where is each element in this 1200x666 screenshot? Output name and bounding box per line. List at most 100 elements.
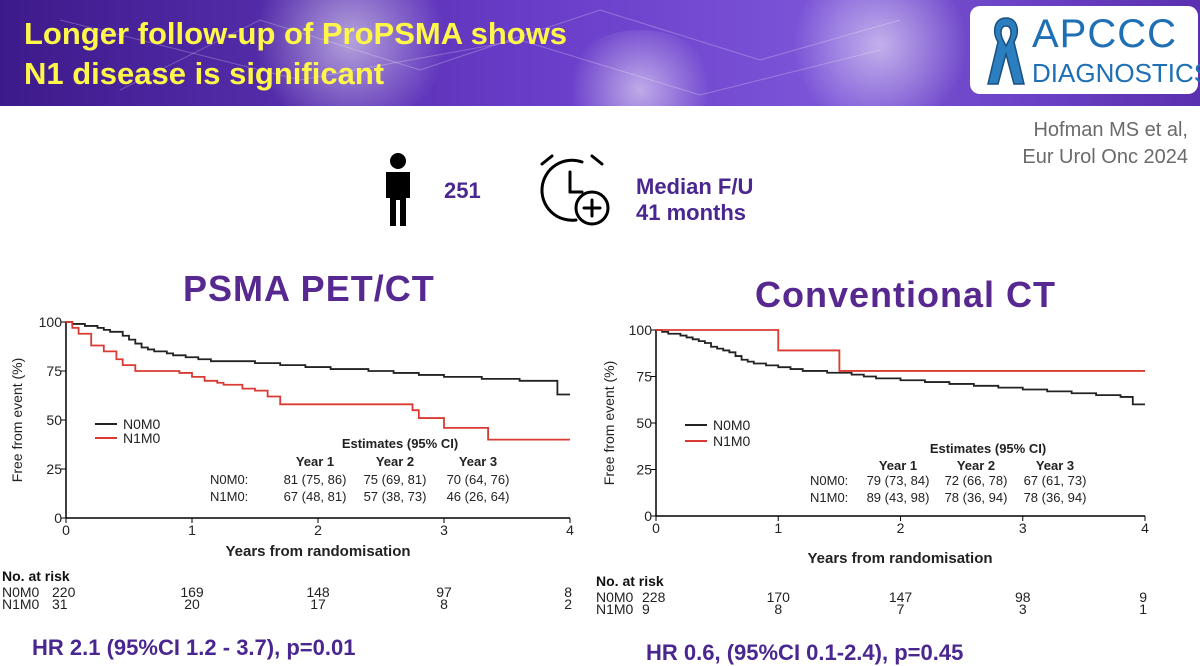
y-tick-label: 0 [54, 510, 62, 526]
estimates-value: 79 (73, 84) [867, 473, 930, 488]
estimates-header: Year 3 [459, 454, 497, 469]
km-chart-psma: 0 25 50 75 100 0 1 2 3 4 Years from randomisation F… [9, 314, 574, 560]
x-axis-label: Years from randomisation [225, 543, 410, 560]
estimates-header: Year 2 [376, 454, 414, 469]
estimates-value: 46 (26, 64) [447, 489, 510, 504]
estimates-row-label: N1M0: [810, 490, 848, 505]
risk-row-label: N0M0 [2, 584, 40, 600]
risk-value: 1 [1139, 601, 1147, 617]
x-axis-label: Years from randomisation [807, 550, 992, 567]
estimates-title: Estimates (95% CI) [342, 436, 458, 451]
alarm-clock-plus-icon [540, 154, 610, 226]
series-line-n1m0 [66, 321, 570, 441]
estimates-title: Estimates (95% CI) [930, 441, 1046, 456]
risk-row-label: N1M0 [2, 596, 40, 612]
x-tick-label: 0 [62, 522, 70, 538]
legend-label-n0m0: N0M0 [123, 416, 161, 432]
risk-table-title: No. at risk [2, 568, 70, 584]
chart-title-conventional: Conventional CT [755, 274, 1056, 315]
series-line-n0m0 [656, 329, 1145, 406]
estimates-value: 67 (61, 73) [1024, 473, 1087, 488]
series-line-n1m0 [656, 329, 1145, 372]
legend-label-n1m0: N1M0 [123, 430, 161, 446]
x-tick-label: 3 [1019, 520, 1027, 536]
legend-label-n0m0: N0M0 [713, 417, 751, 433]
risk-value: 170 [766, 589, 790, 605]
hazard-ratio-conventional: HR 0.6, (95%CI 0.1-2.4), p=0.45 [646, 640, 964, 665]
risk-value: 98 [1014, 589, 1031, 605]
estimates-value: 89 (43, 98) [867, 490, 930, 505]
x-tick-label: 0 [652, 520, 660, 536]
estimates-value: 70 (64, 76) [447, 472, 510, 487]
km-chart-conventional: 0 25 50 75 100 0 1 2 3 4 Years from randomisation F… [601, 322, 1149, 567]
logo-text-diagnostics: DIAGNOSTICS [1032, 58, 1200, 88]
risk-value: 8 [564, 584, 572, 600]
y-tick-label: 75 [636, 369, 652, 385]
median-followup: Median F/U 41 months [636, 174, 753, 226]
followup-label: Median F/U [636, 174, 754, 199]
followup-value: 41 months [636, 200, 747, 225]
banner-glow [240, 0, 460, 106]
estimates-row-label: N1M0: [210, 489, 248, 504]
risk-value: 9 [1139, 589, 1147, 605]
risk-value: 169 [180, 584, 204, 600]
risk-value: 148 [306, 584, 330, 600]
y-axis-label: Free from event (%) [9, 358, 25, 482]
title-banner: Longer follow-up of ProPSMA shows N1 dis… [0, 0, 1200, 106]
patient-count: 251 [444, 178, 481, 203]
x-tick-label: 3 [440, 522, 448, 538]
hazard-ratio-psma: HR 2.1 (95%CI 1.2 - 3.7), p=0.01 [32, 635, 356, 660]
x-tick-label: 2 [314, 522, 322, 538]
x-tick-label: 1 [774, 520, 782, 536]
banner-glow [780, 0, 980, 106]
person-icon [386, 153, 410, 226]
risk-value: 2 [564, 596, 572, 612]
citation-line-1: Hofman MS et al, [1033, 119, 1188, 141]
awareness-ribbon-icon [987, 17, 1025, 85]
risk-value: 228 [642, 589, 666, 605]
x-tick-label: 2 [897, 520, 905, 536]
apccc-logo: APCCC DIAGNOSTICS [970, 6, 1200, 94]
y-tick-label: 0 [644, 508, 652, 524]
legend-label-n1m0: N1M0 [713, 433, 751, 449]
risk-value: 97 [436, 584, 452, 600]
estimates-value: 78 (36, 94) [945, 490, 1008, 505]
risk-value: 7 [896, 601, 905, 617]
title-line-1: Longer follow-up of ProPSMA shows [24, 16, 568, 51]
risk-table-title: No. at risk [596, 573, 664, 589]
citation-line-2: Eur Urol Onc 2024 [1022, 146, 1188, 168]
risk-value: 3 [1018, 601, 1027, 617]
y-tick-label: 25 [636, 462, 652, 478]
y-tick-label: 100 [39, 314, 63, 330]
estimates-header: Year 2 [957, 458, 995, 473]
y-axis-label: Free from event (%) [601, 361, 617, 485]
y-tick-label: 75 [46, 363, 62, 379]
estimates-row-label: N0M0: [210, 472, 248, 487]
estimates-header: Year 1 [296, 454, 334, 469]
risk-value: 8 [774, 601, 783, 617]
banner-network-pattern [59, 9, 901, 96]
series-line-n0m0 [66, 321, 570, 396]
estimates-value: 78 (36, 94) [1024, 490, 1087, 505]
chart-title-psma: PSMA PET/CT [183, 268, 435, 309]
estimates-value: 81 (75, 86) [284, 472, 347, 487]
risk-value: 8 [440, 596, 448, 612]
estimates-row-label: N0M0: [810, 473, 848, 488]
risk-value: 147 [888, 589, 913, 605]
estimates-value: 75 (69, 81) [364, 472, 427, 487]
y-tick-label: 50 [46, 412, 62, 428]
x-tick-label: 4 [1141, 520, 1149, 536]
estimates-value: 57 (38, 73) [364, 489, 427, 504]
citation: Hofman MS et al, Eur Urol Onc 2024 [1022, 117, 1188, 171]
slide-title: Longer follow-up of ProPSMA shows N1 dis… [24, 14, 567, 94]
risk-row-label: N0M0 [596, 589, 634, 605]
risk-value: 31 [52, 596, 68, 612]
risk-value: 9 [642, 601, 650, 617]
y-tick-label: 50 [636, 415, 652, 431]
x-tick-label: 1 [188, 522, 196, 538]
estimates-value: 67 (48, 81) [284, 489, 347, 504]
estimates-header: Year 3 [1036, 458, 1074, 473]
estimates-header: Year 1 [879, 458, 917, 473]
y-tick-label: 100 [629, 322, 653, 338]
y-tick-label: 25 [46, 461, 62, 477]
